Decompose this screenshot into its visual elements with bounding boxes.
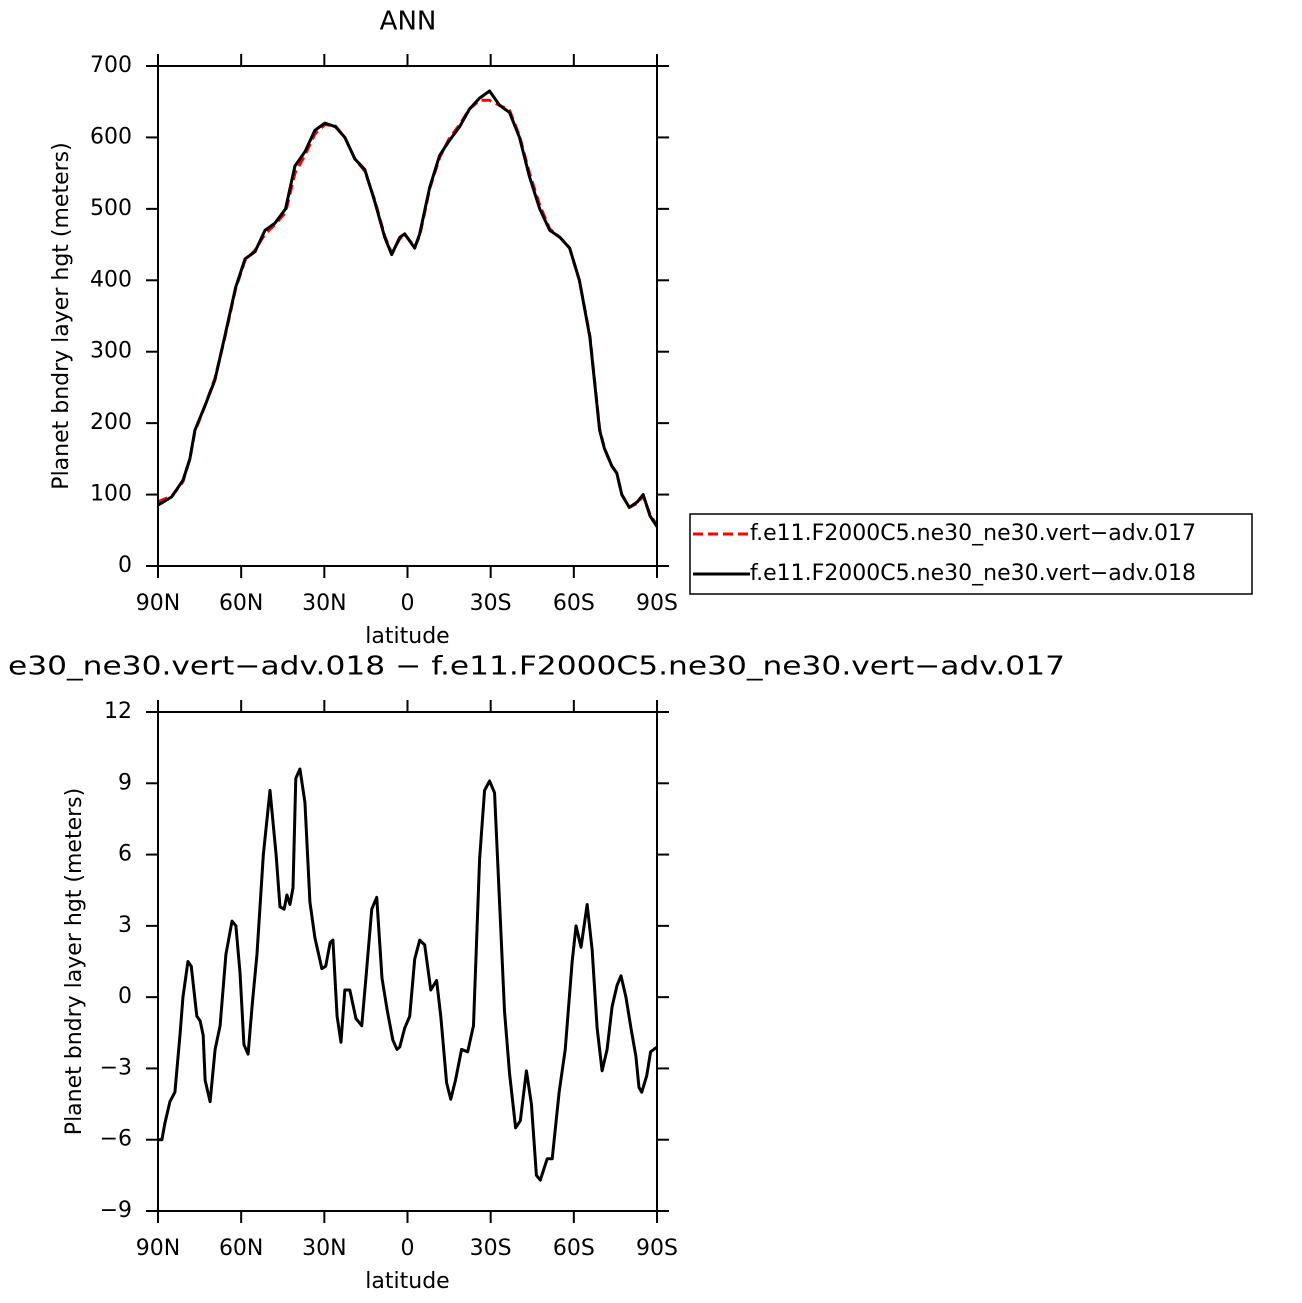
plot-frame bbox=[157, 711, 658, 1212]
x-tick-label: 0 bbox=[401, 1236, 415, 1261]
chart-title: e30_ne30.vert−adv.018 − f.e11.F2000C5.ne… bbox=[8, 652, 1065, 682]
x-tick-label: 30N bbox=[302, 591, 346, 616]
y-tick-label: 0 bbox=[118, 984, 132, 1009]
y-tick-label: 9 bbox=[118, 770, 132, 795]
x-tick-label: 90S bbox=[636, 1236, 678, 1261]
y-tick-label: 0 bbox=[118, 553, 132, 578]
x-tick-label: 60N bbox=[219, 1236, 263, 1261]
y-tick-label: 100 bbox=[90, 482, 132, 507]
y-axis-label: Planet bndry layer hgt (meters) bbox=[62, 788, 87, 1135]
legend-label: f.e11.F2000C5.ne30_ne30.vert−adv.018 bbox=[750, 561, 1196, 586]
x-tick-label: 30S bbox=[470, 1236, 512, 1261]
y-tick-label: 300 bbox=[90, 339, 132, 364]
y-axis-label: Planet bndry layer hgt (meters) bbox=[49, 142, 74, 489]
x-axis-label: latitude bbox=[365, 1269, 449, 1294]
y-tick-label: 3 bbox=[118, 913, 132, 938]
y-tick-label: 700 bbox=[90, 53, 132, 78]
x-tick-label: 60N bbox=[219, 591, 263, 616]
y-tick-label: −9 bbox=[100, 1198, 132, 1223]
data-line bbox=[157, 89, 659, 528]
x-tick-label: 60S bbox=[553, 1236, 595, 1261]
x-tick-label: 0 bbox=[401, 591, 415, 616]
y-tick-label: −6 bbox=[100, 1127, 132, 1152]
y-tick-label: 6 bbox=[118, 842, 132, 867]
y-tick-label: 12 bbox=[104, 699, 132, 724]
y-tick-label: 200 bbox=[90, 410, 132, 435]
y-tick-label: 500 bbox=[90, 196, 132, 221]
data-line bbox=[157, 98, 659, 527]
legend-box bbox=[689, 513, 1253, 595]
data-line bbox=[158, 767, 658, 1182]
x-tick-label: 90N bbox=[136, 1236, 180, 1261]
x-tick-label: 60S bbox=[553, 591, 595, 616]
y-tick-label: −3 bbox=[100, 1055, 132, 1080]
x-tick-label: 30S bbox=[470, 591, 512, 616]
x-tick-label: 30N bbox=[302, 1236, 346, 1261]
chart-title: ANN bbox=[380, 7, 437, 37]
y-tick-label: 600 bbox=[90, 124, 132, 149]
x-axis-label: latitude bbox=[365, 624, 449, 649]
x-tick-label: 90S bbox=[636, 591, 678, 616]
plot-frame bbox=[157, 65, 658, 567]
y-tick-label: 400 bbox=[90, 267, 132, 292]
legend-label: f.e11.F2000C5.ne30_ne30.vert−adv.017 bbox=[750, 521, 1196, 546]
x-tick-label: 90N bbox=[136, 591, 180, 616]
